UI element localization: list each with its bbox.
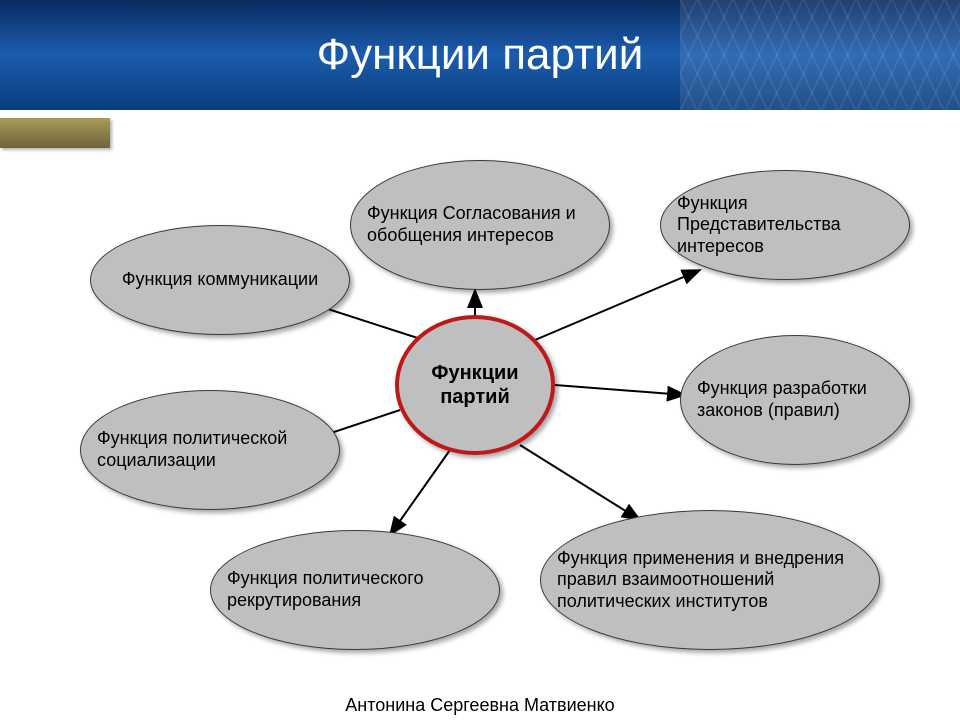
center-label: Функции партий [399,361,551,409]
outer-node: Функция разработки законов (правил) [680,335,910,465]
slide-header: Функции партий [0,0,960,110]
outer-node-label: Функция политического рекрутирования [227,568,483,611]
gold-accent-tab [0,118,110,148]
outer-node-label: Функция коммуникации [122,269,318,291]
outer-node: Функция Согласования и обобщения интерес… [350,160,610,290]
spoke-arrow [535,270,700,340]
outer-node-label: Функция политической социализации [97,428,323,471]
spoke-arrow [555,385,685,395]
outer-node-label: Функция применения и внедрения правил вз… [557,548,863,613]
outer-node-label: Функция Согласования и обобщения интерес… [367,203,593,246]
header-decor [680,0,960,110]
center-node: Функции партий [395,315,555,455]
outer-node: Функция политического рекрутирования [210,530,500,650]
slide-title: Функции партий [317,30,644,80]
spoke-arrow [520,445,640,520]
slide-footer-author: Антонина Сергеевна Матвиенко [0,695,960,716]
outer-node: Функция коммуникации [90,225,350,335]
diagram-canvas: Функции партий Функция коммуникации Функц… [0,110,960,700]
outer-node: Функция применения и внедрения правил вз… [540,510,880,650]
outer-node-label: Функция разработки законов (правил) [697,378,893,421]
outer-node: Функция политической социализации [80,390,340,510]
spoke-arrow [390,450,450,535]
outer-node: Функция Представительства интересов [660,170,910,280]
outer-node-label: Функция Представительства интересов [677,193,893,258]
